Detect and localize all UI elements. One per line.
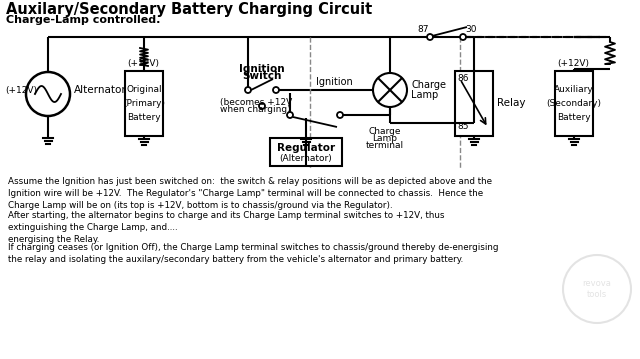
Text: Auxilary/Secondary Battery Charging Circuit: Auxilary/Secondary Battery Charging Circ…: [6, 2, 372, 17]
Text: 85: 85: [457, 122, 468, 131]
Text: (Primary): (Primary): [123, 99, 165, 108]
Circle shape: [460, 34, 466, 40]
Circle shape: [259, 103, 265, 109]
Circle shape: [373, 73, 407, 107]
Text: (+12V): (+12V): [127, 59, 159, 68]
Circle shape: [287, 112, 293, 118]
Text: 87: 87: [417, 25, 429, 34]
Text: (Secondary): (Secondary): [547, 99, 602, 108]
Text: (becomes +12V: (becomes +12V: [220, 98, 292, 107]
Circle shape: [337, 112, 343, 118]
Text: (+12V): (+12V): [557, 59, 589, 68]
Circle shape: [26, 72, 70, 116]
Text: If charging ceases (or Ignition Off), the Charge Lamp terminal switches to chass: If charging ceases (or Ignition Off), th…: [8, 243, 499, 264]
Text: 30: 30: [465, 25, 477, 34]
Text: Charge: Charge: [369, 127, 401, 136]
Text: Battery: Battery: [127, 113, 161, 122]
Text: Charge-Lamp controlled.: Charge-Lamp controlled.: [6, 15, 161, 25]
Text: Relay: Relay: [497, 98, 525, 108]
Text: Lamp: Lamp: [411, 90, 438, 100]
Text: when charging): when charging): [220, 105, 291, 114]
Text: Alternator: Alternator: [74, 85, 127, 95]
Bar: [270, 138, 342, 166]
Text: Regulator: Regulator: [277, 143, 335, 153]
Text: 86: 86: [457, 74, 468, 83]
Text: Switch: Switch: [243, 71, 282, 81]
Text: Battery: Battery: [557, 113, 591, 122]
Circle shape: [427, 34, 433, 40]
Text: Auxiliary: Auxiliary: [554, 85, 594, 94]
Bar: [555, 71, 593, 136]
Circle shape: [273, 87, 279, 93]
Text: (Alternator): (Alternator): [280, 154, 332, 163]
Text: (+12V): (+12V): [5, 85, 37, 94]
Text: Ignition: Ignition: [316, 77, 353, 87]
Text: Original: Original: [126, 85, 162, 94]
Text: After starting, the alternator begins to charge and its Charge Lamp terminal swi: After starting, the alternator begins to…: [8, 211, 445, 244]
Circle shape: [245, 87, 251, 93]
Text: revova
tools: revova tools: [582, 279, 611, 299]
Text: terminal: terminal: [366, 141, 404, 150]
Bar: [455, 71, 493, 136]
Text: Charge: Charge: [411, 80, 446, 90]
Bar: [125, 71, 163, 136]
Text: Ignition: Ignition: [239, 64, 285, 74]
Text: Lamp: Lamp: [372, 134, 397, 143]
Text: Assume the Ignition has just been switched on:  the switch & relay positions wil: Assume the Ignition has just been switch…: [8, 177, 492, 210]
